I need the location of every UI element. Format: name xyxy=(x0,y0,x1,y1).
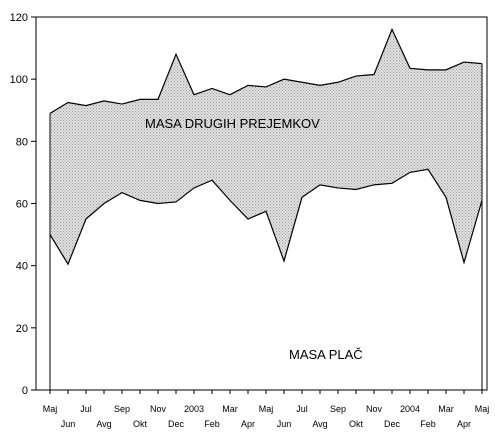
x-tick-label-upper-3: Nov xyxy=(150,404,167,414)
y-tick-label-40: 40 xyxy=(16,261,28,273)
x-tick-label-upper-7: Jul xyxy=(296,404,308,414)
x-tick-label-lower-1: Avg xyxy=(96,419,111,429)
y-tick-label-80: 80 xyxy=(16,136,28,148)
x-tick-label-lower-5: Apr xyxy=(241,419,255,429)
x-tick-label-upper-6: Maj xyxy=(259,404,274,414)
x-tick-label-lower-10: Feb xyxy=(420,419,436,429)
x-tick-label-upper-2: Sep xyxy=(114,404,130,414)
x-tick-label-upper-11: Mar xyxy=(438,404,454,414)
x-tick-label-upper-10: 2004 xyxy=(400,404,420,414)
x-tick-label-upper-8: Sep xyxy=(330,404,346,414)
annotation-upper-area: MASA DRUGIH PREJEMKOV xyxy=(145,116,320,131)
series-line-masa-drugih-prejemkov xyxy=(49,27,483,114)
y-tick-label-60: 60 xyxy=(16,199,28,211)
x-tick-label-upper-0: Maj xyxy=(43,404,58,414)
x-tick-label-upper-9: Nov xyxy=(366,404,383,414)
x-tick-label-lower-9: Dec xyxy=(384,419,401,429)
plot-area: 0 20 40 60 80 100 120 Maj Jul Sep Nov 2003 Mar Maj Jul… xyxy=(10,12,490,429)
y-tick-label-0: 0 xyxy=(22,385,28,397)
x-tick-label-lower-11: Apr xyxy=(457,419,471,429)
x-tick-label-upper-1: Jul xyxy=(80,404,92,414)
series-line-masa-plac xyxy=(49,168,483,266)
x-tick-label-lower-8: Okt xyxy=(349,419,364,429)
x-tick-label-upper-5: Mar xyxy=(222,404,238,414)
annotation-lower-area: MASA PLAČ xyxy=(289,347,363,362)
y-tick-label-120: 120 xyxy=(10,12,28,24)
y-tick-label-20: 20 xyxy=(16,323,28,335)
x-tick-label-lower-2: Okt xyxy=(133,419,148,429)
x-tick-label-lower-4: Feb xyxy=(204,419,220,429)
x-tick-label-upper-12: Maj xyxy=(475,404,490,414)
band-fill-masa-drugih-prejemkov xyxy=(50,29,482,265)
x-tick-label-lower-3: Dec xyxy=(168,419,185,429)
x-tick-label-lower-6: Jun xyxy=(277,419,292,429)
y-tick-label-100: 100 xyxy=(10,74,28,86)
x-tick-label-lower-0: Jun xyxy=(61,419,76,429)
x-tick-label-upper-4: 2003 xyxy=(184,404,204,414)
x-tick-label-lower-7: Avg xyxy=(312,419,327,429)
